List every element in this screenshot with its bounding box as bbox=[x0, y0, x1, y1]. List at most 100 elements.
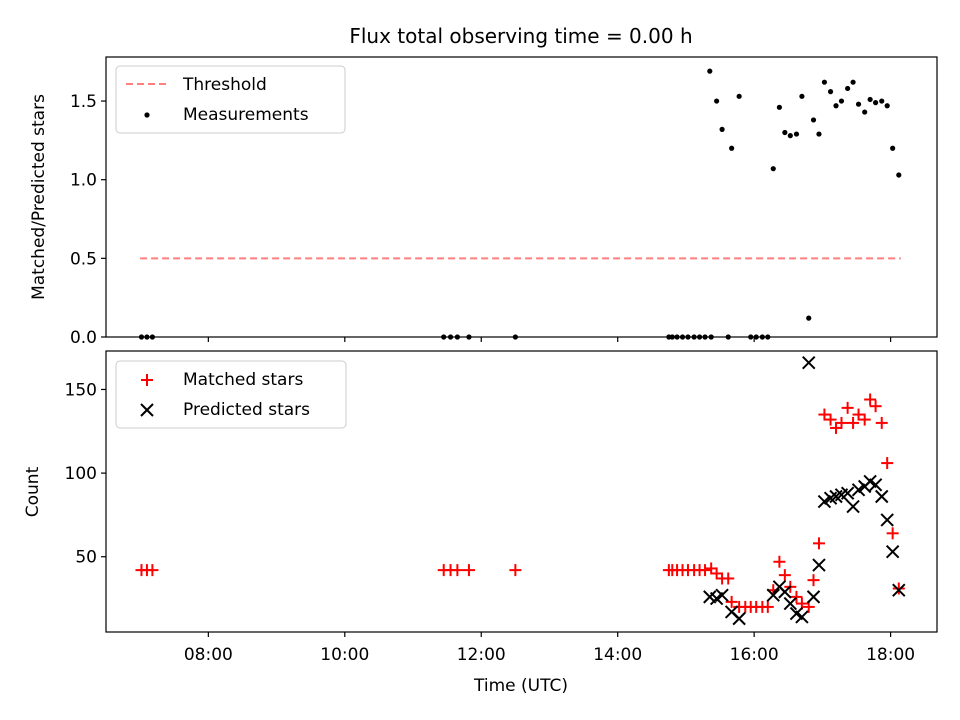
matched-star-marker bbox=[699, 564, 712, 577]
measurement-point bbox=[787, 133, 793, 139]
measurement-point bbox=[884, 103, 890, 109]
predicted-star-marker bbox=[851, 483, 866, 497]
measurement-point bbox=[806, 315, 812, 321]
predicted-star-marker bbox=[840, 486, 855, 500]
matched-star-marker bbox=[881, 457, 894, 470]
legend-matched-label: Matched stars bbox=[183, 370, 303, 390]
predicted-star-marker bbox=[715, 588, 729, 602]
predicted-star-marker bbox=[885, 545, 900, 559]
predicted-star-marker bbox=[732, 611, 746, 626]
matched-star-marker bbox=[875, 416, 888, 429]
legend-threshold-label: Threshold bbox=[182, 75, 267, 95]
legend-measurements-swatch bbox=[144, 112, 150, 118]
predicted-star-marker bbox=[783, 596, 798, 611]
measurement-point bbox=[838, 98, 845, 104]
predicted-star-marker bbox=[778, 585, 792, 599]
predicted-star-marker bbox=[880, 513, 894, 527]
measurement-point bbox=[827, 89, 834, 95]
flux-ratio-axes-frame bbox=[105, 56, 938, 338]
measurement-point bbox=[833, 103, 839, 109]
star-count-xtick-label: 10:00 bbox=[320, 645, 369, 665]
measurement-point bbox=[714, 98, 720, 104]
predicted-star-marker bbox=[812, 558, 826, 572]
measurement-point bbox=[867, 96, 873, 103]
measurement-point bbox=[810, 117, 817, 123]
measurement-point bbox=[872, 100, 879, 106]
matched-star-marker bbox=[722, 572, 735, 585]
matched-star-marker bbox=[841, 401, 854, 414]
measurement-point bbox=[776, 104, 782, 110]
measurement-point bbox=[799, 93, 805, 99]
measurement-point bbox=[821, 79, 828, 85]
measurement-point bbox=[770, 166, 776, 172]
measurement-point bbox=[850, 79, 856, 85]
measurement-point bbox=[855, 101, 862, 107]
flux-ratio-ytick-label: 1.5 bbox=[70, 92, 97, 112]
star-count-legend: Matched stars Predicted stars bbox=[115, 360, 347, 429]
measurement-point bbox=[890, 145, 896, 151]
predicted-star-marker bbox=[817, 494, 832, 509]
matched-star-marker bbox=[451, 564, 464, 577]
matched-star-marker bbox=[847, 416, 860, 429]
legend-predicted-swatch bbox=[140, 403, 154, 417]
matched-star-marker bbox=[858, 413, 871, 426]
predicted-star-marker bbox=[802, 356, 816, 370]
predicted-star-marker bbox=[795, 610, 809, 624]
flux-ratio-ylabel: Matched/Predicted stars bbox=[29, 94, 49, 300]
flux-ratio-panel: 0.0 0.5 1.0 1.5 Matched/Predicted stars Thr… bbox=[29, 56, 938, 348]
matched-star-marker bbox=[778, 569, 791, 582]
star-count-ylabel: Count bbox=[23, 466, 43, 517]
star-count-xtick-label: 18:00 bbox=[866, 645, 915, 665]
matched-star-marker bbox=[812, 537, 825, 550]
flux-ratio-ytick-label: 1.0 bbox=[70, 171, 97, 191]
star-count-xlabel: Time (UTC) bbox=[473, 676, 568, 696]
legend-measurements-label: Measurements bbox=[183, 105, 309, 125]
star-count-axes-frame bbox=[105, 350, 938, 633]
measurement-point bbox=[707, 68, 713, 74]
flux-ratio-ytick-label: 0.5 bbox=[70, 249, 97, 269]
matched-star-marker bbox=[864, 393, 877, 406]
matched-star-marker bbox=[761, 600, 774, 613]
star-count-xtick-label: 16:00 bbox=[730, 645, 779, 665]
matched-star-marker bbox=[773, 555, 786, 568]
legend-matched-swatch bbox=[141, 374, 153, 386]
matched-star-marker bbox=[710, 567, 723, 580]
predicted-star-marker bbox=[766, 588, 780, 602]
chart-title: Flux total observing time = 0.00 h bbox=[349, 24, 692, 48]
matched-star-marker bbox=[462, 564, 475, 577]
star-count-ytick-label: 100 bbox=[65, 464, 97, 484]
matched-star-marker bbox=[725, 595, 738, 608]
matched-star-marker bbox=[886, 527, 899, 540]
measurement-point bbox=[862, 109, 868, 115]
matched-star-marker bbox=[509, 564, 522, 577]
flux-ratio-ytick-label: 0.0 bbox=[70, 328, 97, 348]
measurement-point bbox=[816, 131, 822, 137]
star-count-ytick-label: 50 bbox=[75, 548, 97, 568]
predicted-star-marker bbox=[875, 489, 889, 504]
measurement-point bbox=[782, 129, 788, 136]
matched-star-marker bbox=[790, 590, 803, 603]
matched-star-marker bbox=[824, 413, 837, 426]
matched-star-marker bbox=[869, 400, 882, 413]
measurement-point bbox=[879, 98, 885, 104]
predicted-star-marker bbox=[846, 499, 860, 514]
matched-star-marker bbox=[146, 564, 159, 577]
matched-star-marker bbox=[807, 574, 820, 587]
measurement-point bbox=[793, 131, 800, 137]
matched-star-marker bbox=[892, 582, 905, 595]
legend-predicted-label: Predicted stars bbox=[183, 400, 310, 420]
predicted-star-marker bbox=[868, 478, 883, 492]
measurement-point bbox=[729, 145, 735, 151]
flux-ratio-legend-box bbox=[115, 65, 346, 134]
star-count-ytick-label: 150 bbox=[65, 380, 97, 400]
measurement-point bbox=[896, 172, 902, 178]
measurement-point bbox=[845, 85, 851, 92]
star-count-legend-box bbox=[115, 360, 347, 429]
star-count-xtick-label: 12:00 bbox=[457, 645, 506, 665]
star-count-xtick-label: 08:00 bbox=[184, 645, 233, 665]
matched-star-marker bbox=[705, 562, 718, 575]
measurement-point bbox=[719, 126, 725, 132]
matched-star-marker bbox=[830, 421, 843, 434]
measurement-point bbox=[736, 93, 742, 99]
